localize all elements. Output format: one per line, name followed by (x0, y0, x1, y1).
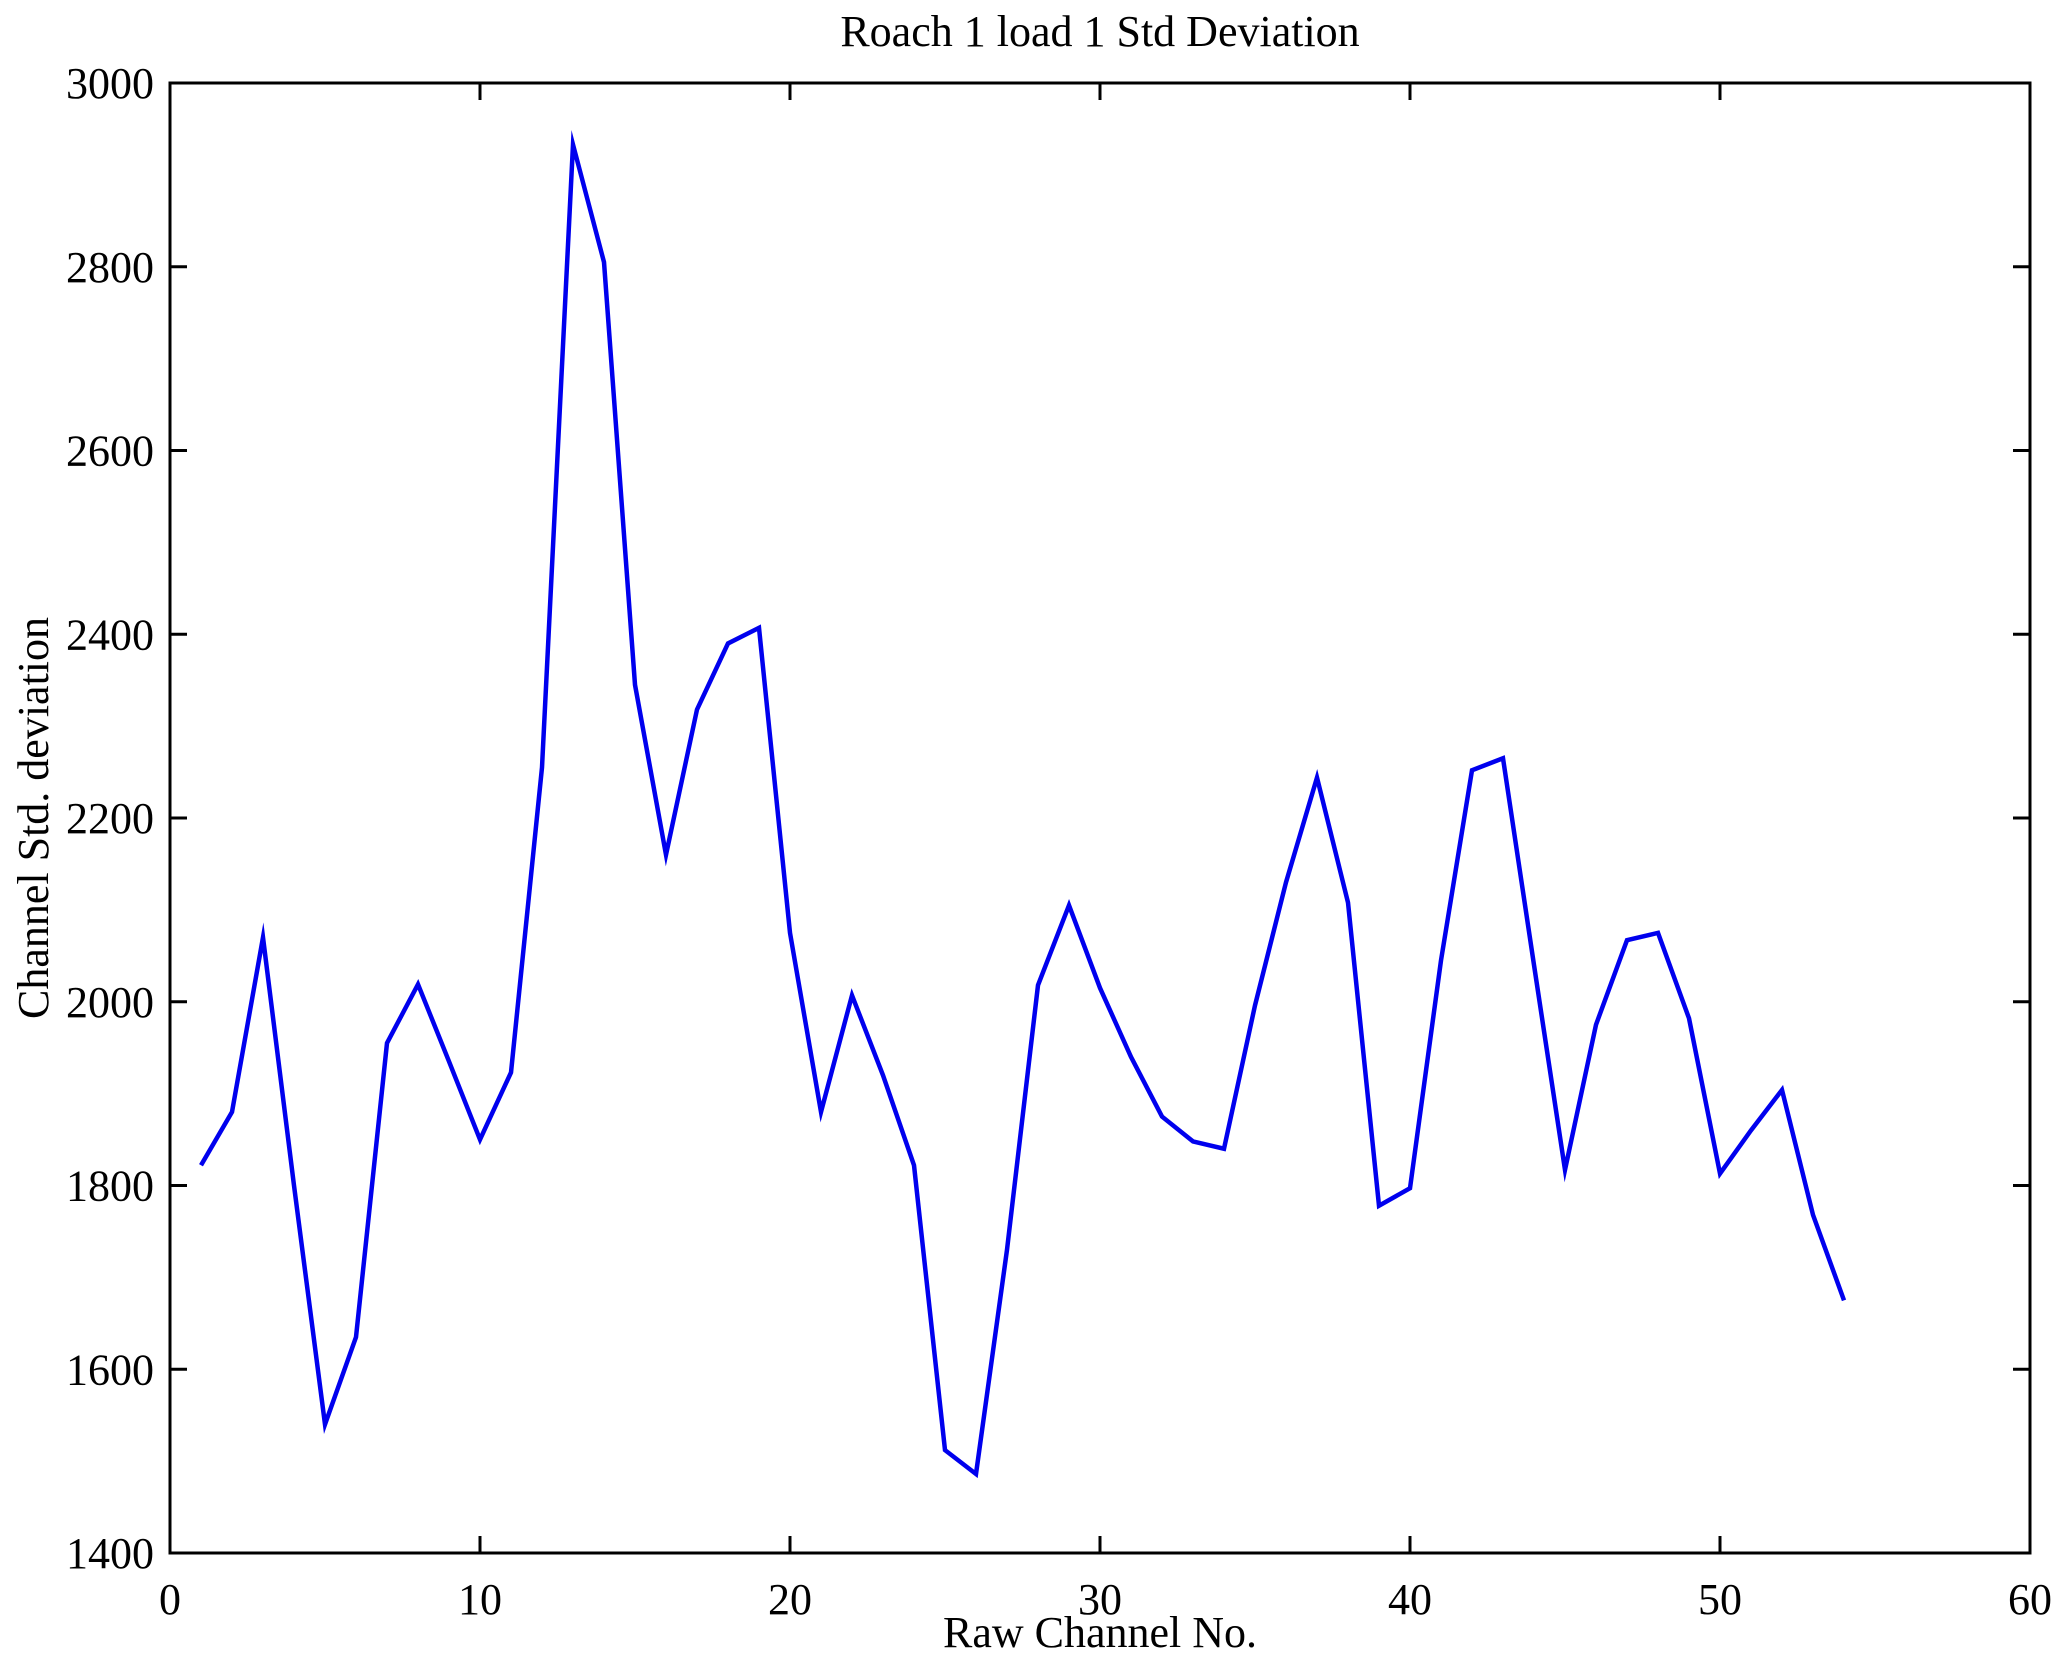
y-tick-label: 2800 (66, 243, 154, 292)
x-tick-label: 50 (1698, 1575, 1742, 1624)
y-tick-label: 1600 (66, 1345, 154, 1394)
y-tick-label: 2600 (66, 427, 154, 476)
x-tick-label: 40 (1388, 1575, 1432, 1624)
y-tick-label: 2200 (66, 794, 154, 843)
x-tick-label: 0 (159, 1575, 181, 1624)
y-tick-label: 2400 (66, 610, 154, 659)
y-tick-label: 3000 (66, 59, 154, 108)
y-tick-label: 1400 (66, 1529, 154, 1578)
x-tick-label: 20 (768, 1575, 812, 1624)
x-tick-label: 60 (2008, 1575, 2052, 1624)
data-line (199, 129, 1847, 1479)
x-axis-label: Raw Channel No. (942, 1608, 1258, 1657)
x-tick-label: 10 (458, 1575, 502, 1624)
y-tick-label: 1800 (66, 1162, 154, 1211)
chart-title: Roach 1 load 1 Std Deviation (840, 7, 1360, 56)
y-tick-label: 2000 (66, 978, 154, 1027)
x-tick-label: 30 (1078, 1575, 1122, 1624)
axes-box (168, 81, 2032, 1555)
